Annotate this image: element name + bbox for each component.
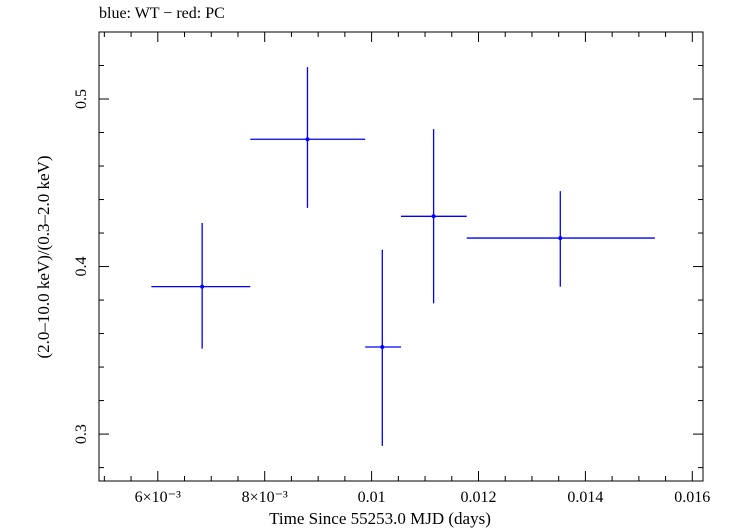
axis-ticks [99,31,703,481]
x-tick-label: 0.01 [358,489,386,506]
x-tick-label: 0.014 [567,489,603,506]
point-marker [380,344,385,349]
x-tick-label: 6×10⁻³ [135,489,181,506]
data-point [365,249,401,446]
y-tick-label: 0.3 [73,424,90,444]
point-marker [305,137,310,142]
x-tick-label: 0.012 [461,489,497,506]
data-point [250,67,366,208]
point-marker [200,284,205,289]
point-marker [558,236,563,241]
x-axis-label: Time Since 55253.0 MJD (days) [269,509,491,528]
y-tick-label: 0.5 [73,89,90,109]
data-series [151,67,655,446]
chart-title: blue: WT − red: PC [99,5,225,22]
y-axis-label: (2.0–10.0 keV)/(0.3–2.0 keV) [34,155,53,358]
x-tick-label: 8×10⁻³ [242,489,288,506]
data-point [151,222,251,349]
x-tick-label: 0.016 [674,489,710,506]
plot-frame [98,31,704,482]
point-marker [431,214,436,219]
tick-labels: 6×10⁻³ 8×10⁻³ 0.01 0.012 0.014 0.016 0.3 0.4 0.5 [73,89,710,506]
data-point [466,191,655,287]
y-tick-label: 0.4 [73,257,90,277]
data-point [401,129,467,304]
